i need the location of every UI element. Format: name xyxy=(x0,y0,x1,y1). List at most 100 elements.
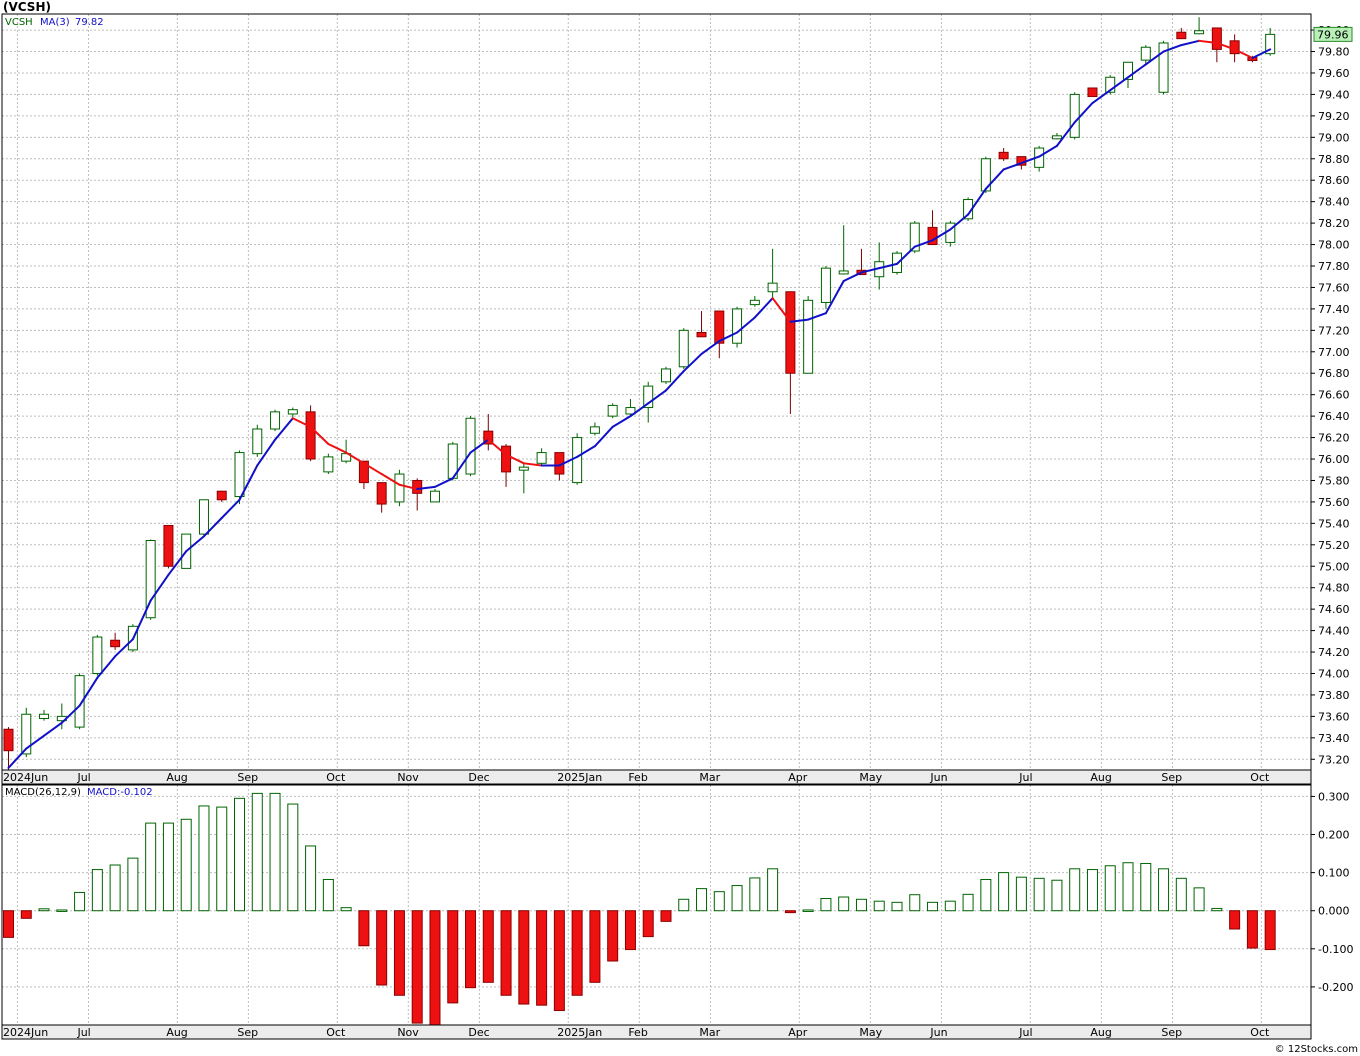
macd-bar xyxy=(1158,868,1170,912)
price-month-labels: 2024Jun Jul Aug Sep Oct Nov Dec 2025Jan Feb Mar Ap… xyxy=(3,771,1270,784)
ma-segment xyxy=(842,271,863,283)
candle xyxy=(3,727,14,770)
ma-segment xyxy=(220,498,241,519)
macd-bar xyxy=(38,908,50,912)
candle-body xyxy=(1051,135,1062,140)
macd-bar xyxy=(749,877,761,912)
ma-segment xyxy=(1127,63,1147,79)
price-month-grid xyxy=(16,14,1262,770)
candle-body xyxy=(1105,76,1116,93)
ma-segment xyxy=(25,734,46,750)
candle-body xyxy=(927,226,938,246)
price-tick-label: 77.80 xyxy=(1318,260,1350,273)
price-month-label: 2024Jun xyxy=(3,771,48,784)
macd-tick-label: 0.000 xyxy=(1318,905,1350,918)
price-tick-label: 78.00 xyxy=(1318,239,1350,252)
candle xyxy=(767,248,778,299)
macd-bar xyxy=(322,878,334,912)
macd-month-label: May xyxy=(859,1026,882,1039)
macd-bar xyxy=(216,806,228,912)
candle xyxy=(678,328,689,369)
candle-body xyxy=(1123,61,1134,80)
candle xyxy=(501,444,512,487)
candle-body xyxy=(163,525,174,567)
macd-legend: MACD(26,12,9) MACD:-0.102 xyxy=(5,787,153,798)
macd-bar xyxy=(1175,877,1187,912)
candle-body xyxy=(358,460,369,484)
price-tick-label: 75.00 xyxy=(1318,560,1350,573)
candle-body xyxy=(1087,87,1098,98)
candle xyxy=(305,405,316,462)
macd-bar xyxy=(713,891,725,912)
macd-tick-label: -0.200 xyxy=(1318,981,1353,994)
macd-legend-value: MACD:-0.102 xyxy=(87,787,153,798)
macd-bar xyxy=(891,901,903,912)
macd-month-label: Jul xyxy=(76,1026,90,1039)
ma-segment xyxy=(398,483,419,491)
macd-bar xyxy=(429,910,441,1030)
macd-bar xyxy=(873,900,885,912)
macd-bar xyxy=(3,910,14,938)
ma-segment xyxy=(824,280,845,315)
macd-bar xyxy=(305,845,317,912)
macd-bar xyxy=(838,896,850,912)
macd-bar xyxy=(1051,879,1063,912)
macd-bar xyxy=(1122,862,1134,912)
ma-segment xyxy=(60,704,81,724)
ma-segment xyxy=(1109,76,1130,92)
candle xyxy=(145,539,156,620)
macd-month-label: Dec xyxy=(468,1026,489,1039)
candle xyxy=(1051,133,1062,140)
price-month-label: Oct xyxy=(1250,771,1270,784)
candle-body xyxy=(92,636,103,674)
candle xyxy=(252,424,263,457)
macd-bar xyxy=(784,910,796,914)
price-tick-label: 73.80 xyxy=(1318,689,1350,702)
macd-bar xyxy=(980,878,992,912)
macd-month-label: Sep xyxy=(1161,1026,1182,1039)
macd-bar xyxy=(20,910,32,919)
macd-bars xyxy=(3,792,1276,1030)
candle xyxy=(412,478,423,511)
macd-bar xyxy=(269,792,281,912)
price-month-label: Jul xyxy=(76,771,90,784)
macd-bar xyxy=(589,910,601,983)
candle-body xyxy=(465,417,476,475)
candle-body xyxy=(607,404,618,417)
price-month-label: Oct xyxy=(326,771,346,784)
candle xyxy=(1123,61,1134,88)
last-price-badge-box xyxy=(1313,26,1353,42)
macd-bar xyxy=(1069,868,1081,912)
candle-body xyxy=(287,409,298,415)
price-tick-label: 76.80 xyxy=(1318,367,1350,380)
macd-bar xyxy=(731,885,743,912)
macd-month-label: Feb xyxy=(628,1026,647,1039)
candle xyxy=(732,306,743,348)
price-tick-label: 77.20 xyxy=(1318,324,1350,337)
ma-segment xyxy=(149,573,170,602)
macd-bar xyxy=(927,901,939,912)
ma-segment xyxy=(1020,155,1041,165)
macd-bar xyxy=(1229,910,1241,930)
price-month-label: May xyxy=(859,771,882,784)
ma-segment xyxy=(576,445,596,458)
candle-body xyxy=(429,490,440,503)
macd-month-label: Aug xyxy=(166,1026,187,1039)
price-month-label: Apr xyxy=(788,771,808,784)
macd-month-label: Aug xyxy=(1090,1026,1111,1039)
price-tick-label: 74.80 xyxy=(1318,582,1350,595)
macd-bar xyxy=(251,792,263,912)
macd-tick-label: -0.100 xyxy=(1318,943,1353,956)
ma-segment xyxy=(114,638,134,658)
candle-body xyxy=(323,456,334,473)
ma-segment xyxy=(1055,121,1076,147)
ma-segment xyxy=(771,297,792,323)
ma-segment xyxy=(807,312,827,321)
candle xyxy=(39,709,50,721)
ma-segment xyxy=(931,228,952,242)
candle-body xyxy=(21,713,32,755)
candle xyxy=(429,489,440,503)
ma-segment xyxy=(1180,39,1201,47)
macd-tick-label: 0.200 xyxy=(1318,829,1350,842)
